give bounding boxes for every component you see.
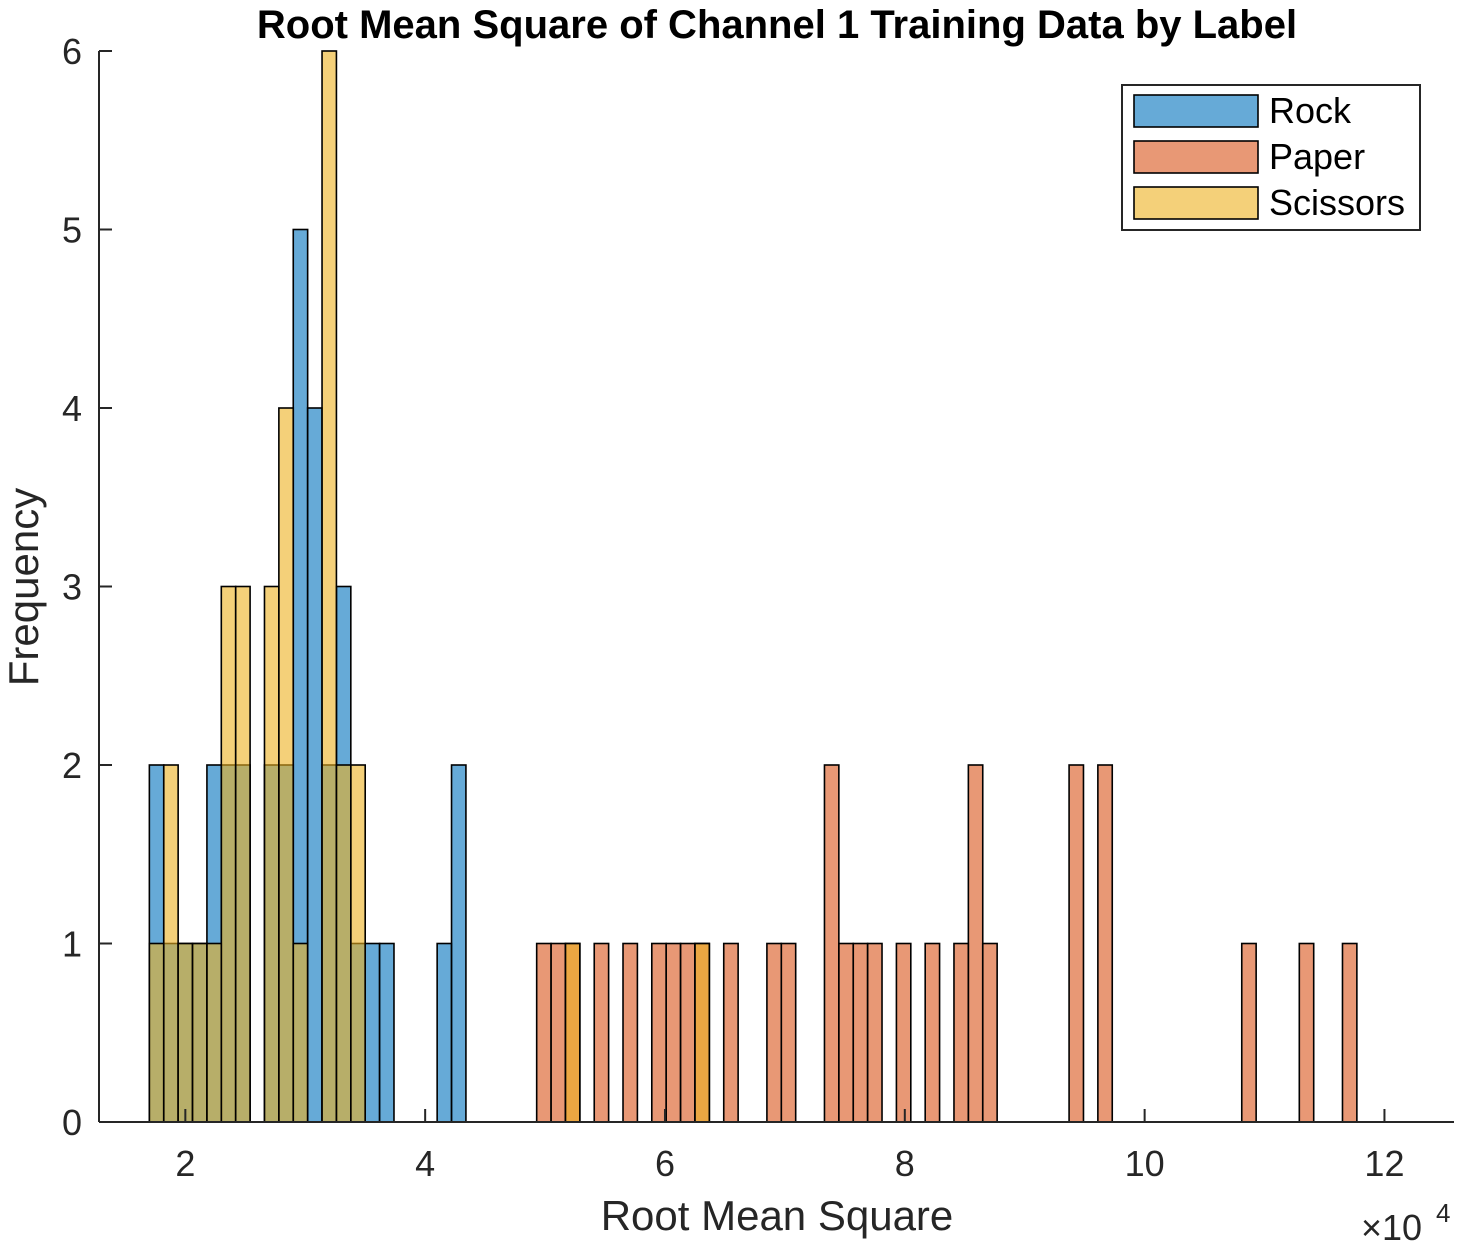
bar-paper-1 bbox=[550, 942, 567, 1123]
bar-scissors-11 bbox=[335, 764, 352, 1123]
x-tick-label-12: 12 bbox=[1364, 1143, 1404, 1184]
bar-scissors-10 bbox=[321, 50, 338, 1123]
bar-paper-13 bbox=[838, 942, 855, 1123]
y-tick-label-5: 5 bbox=[62, 210, 82, 251]
bar-scissors-13 bbox=[564, 942, 581, 1123]
bar-paper-7 bbox=[679, 942, 696, 1123]
bar-paper-3 bbox=[593, 942, 610, 1123]
y-tick-label-3: 3 bbox=[62, 567, 82, 608]
bar-paper-17 bbox=[924, 942, 941, 1123]
bar-rock-17 bbox=[450, 764, 467, 1123]
bar-paper-11 bbox=[780, 942, 797, 1123]
bar-paper-10 bbox=[766, 942, 783, 1123]
legend-swatch-rock bbox=[1133, 94, 1259, 128]
x-tick-label-8: 8 bbox=[895, 1143, 915, 1184]
bar-paper-14 bbox=[852, 942, 869, 1123]
bar-rock-15 bbox=[378, 942, 395, 1123]
bar-scissors-0 bbox=[148, 942, 165, 1123]
bar-rock-14 bbox=[364, 942, 381, 1123]
x-tick-label-10: 10 bbox=[1125, 1143, 1165, 1184]
bar-scissors-4 bbox=[206, 942, 223, 1123]
bar-scissors-1 bbox=[162, 764, 179, 1123]
bar-scissors-9 bbox=[292, 942, 309, 1123]
bar-paper-24 bbox=[1298, 942, 1315, 1123]
x-multiplier-base: ×10 bbox=[1361, 1207, 1422, 1246]
bar-scissors-14 bbox=[694, 942, 711, 1123]
bar-scissors-12 bbox=[350, 764, 367, 1123]
legend-label-scissors: Scissors bbox=[1269, 182, 1405, 223]
bar-paper-12 bbox=[823, 764, 840, 1123]
y-tick-label-0: 0 bbox=[62, 1102, 82, 1143]
legend-swatch-scissors bbox=[1133, 186, 1259, 220]
chart-title: Root Mean Square of Channel 1 Training D… bbox=[257, 3, 1297, 47]
y-tick-label-2: 2 bbox=[62, 745, 82, 786]
bar-paper-4 bbox=[622, 942, 639, 1123]
bar-scissors-6 bbox=[234, 585, 251, 1123]
bar-paper-9 bbox=[722, 942, 739, 1123]
legend: Rock Paper Scissors bbox=[1121, 84, 1421, 231]
y-tick-label-6: 6 bbox=[62, 31, 82, 72]
bar-paper-18 bbox=[953, 942, 970, 1123]
x-tick-label-2: 2 bbox=[175, 1143, 195, 1184]
x-multiplier-exponent: 4 bbox=[1436, 1198, 1450, 1228]
bar-paper-19 bbox=[967, 764, 984, 1123]
bar-scissors-8 bbox=[278, 407, 295, 1123]
bar-scissors-5 bbox=[220, 585, 237, 1123]
y-axis-label: Frequency bbox=[0, 488, 47, 686]
bar-paper-15 bbox=[866, 942, 883, 1123]
x-tick-label-6: 6 bbox=[655, 1143, 675, 1184]
bar-paper-16 bbox=[895, 942, 912, 1123]
series-paper bbox=[535, 764, 1358, 1123]
bar-paper-0 bbox=[535, 942, 552, 1123]
bar-paper-21 bbox=[1068, 764, 1085, 1123]
x-multiplier: ×10 4 bbox=[1361, 1198, 1450, 1246]
bar-rock-10 bbox=[306, 407, 323, 1123]
y-tick-label-1: 1 bbox=[62, 924, 82, 965]
y-tick-label-4: 4 bbox=[62, 388, 82, 429]
bar-scissors-7 bbox=[263, 585, 280, 1123]
x-axis-label: Root Mean Square bbox=[601, 1192, 954, 1239]
bar-rock-16 bbox=[436, 942, 453, 1123]
legend-label-rock: Rock bbox=[1269, 90, 1352, 131]
bar-paper-5 bbox=[650, 942, 667, 1123]
bar-paper-23 bbox=[1240, 942, 1257, 1123]
bar-paper-20 bbox=[981, 942, 998, 1123]
bar-paper-25 bbox=[1341, 942, 1358, 1123]
x-tick-label-4: 4 bbox=[415, 1143, 435, 1184]
legend-swatch-paper bbox=[1133, 140, 1259, 174]
bar-scissors-2 bbox=[177, 942, 194, 1123]
legend-label-paper: Paper bbox=[1269, 136, 1365, 177]
bar-scissors-3 bbox=[191, 942, 208, 1123]
bar-paper-22 bbox=[1097, 764, 1114, 1123]
bar-paper-6 bbox=[665, 942, 682, 1123]
